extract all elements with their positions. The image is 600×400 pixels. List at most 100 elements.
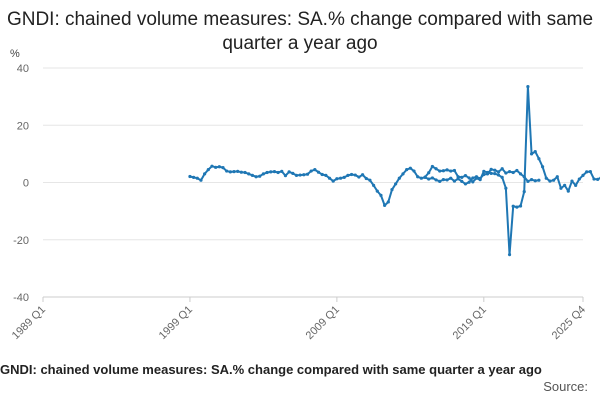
data-point [438,179,442,183]
data-point [427,171,431,175]
data-point [265,170,269,175]
data-point [210,164,214,168]
data-point [324,173,328,177]
data-point [405,168,409,172]
data-point [243,170,247,175]
data-point [298,173,302,177]
data-point [566,189,570,193]
data-point [199,178,203,182]
data-point [526,85,530,89]
data-point [533,149,537,154]
data-point [327,176,332,180]
data-point [496,173,501,177]
data-point [360,173,365,177]
data-point [529,178,534,182]
data-point [577,177,581,181]
data-point [515,205,519,209]
data-point [559,186,563,190]
data-point [540,165,545,169]
series-group [188,85,600,257]
data-point [485,170,490,175]
x-tick-label: 2019 Q1 [451,304,489,342]
data-point [228,170,232,174]
data-point [302,173,306,177]
data-point [250,173,254,177]
data-point [449,176,453,180]
data-point [419,176,423,180]
data-point [511,170,515,175]
data-point [320,172,324,177]
data-point [496,170,501,174]
data-point [467,176,471,180]
data-point [316,170,321,174]
data-point [236,169,240,173]
data-point [390,188,394,192]
data-point [471,176,475,180]
chart-title: GNDI: chained volume measures: SA.% chan… [6,9,594,54]
data-point [287,170,291,174]
data-point [537,178,541,182]
data-point [463,174,468,178]
data-point [349,172,354,177]
data-point [427,177,431,181]
data-point [346,173,350,177]
data-point [500,167,504,171]
data-point [353,173,357,177]
data-point [283,174,288,178]
footer-title: GNDI: chained volume measures: SA.% chan… [0,362,542,377]
data-point [533,179,537,183]
data-point [225,169,229,173]
data-point [291,171,295,175]
data-point [217,165,221,169]
footer-source: Source: [543,379,588,394]
x-tick-label: 2025 Q4 [550,304,588,342]
line-chart: % 40 20 0 -20 -40 1989 Q1 1999 Q1 2009 Q1 2019 … [10,48,600,342]
data-point [294,173,299,177]
data-point [526,179,530,183]
data-point [522,190,526,194]
data-point [331,179,335,183]
data-point [280,169,284,173]
data-point [188,174,192,179]
data-point [548,179,552,183]
data-point [489,167,493,171]
data-point [261,172,266,176]
data-point [254,175,258,179]
data-point [500,175,504,179]
y-axis-unit-label: % [10,48,20,60]
data-point [570,179,574,183]
data-point [434,167,438,171]
data-point [563,183,567,187]
data-point [434,178,438,182]
x-axis: 1989 Q1 1999 Q1 2009 Q1 2019 Q1 2025 Q4 [10,296,588,342]
y-tick-label: 20 [17,120,29,132]
data-point [258,174,262,178]
data-point [474,176,479,180]
data-point [460,175,464,179]
x-tick-label: 2009 Q1 [304,304,342,342]
data-point [555,175,559,179]
data-point [401,172,405,176]
data-point [305,172,310,176]
data-point [445,178,449,182]
data-point [408,166,412,170]
data-point [239,170,243,174]
data-point [449,169,453,173]
data-point [247,172,251,176]
data-point [552,178,556,182]
data-point [511,204,515,208]
data-point [585,170,589,174]
data-point [592,177,596,181]
data-point [232,170,236,174]
data-point [423,175,427,179]
data-point [529,152,534,156]
data-point [203,172,207,176]
data-point [504,186,508,190]
data-point [397,176,401,180]
data-point [375,189,379,193]
data-point [493,168,497,172]
gridlines [43,67,583,298]
data-point [596,177,600,181]
data-point [467,180,471,184]
data-point [588,170,592,174]
